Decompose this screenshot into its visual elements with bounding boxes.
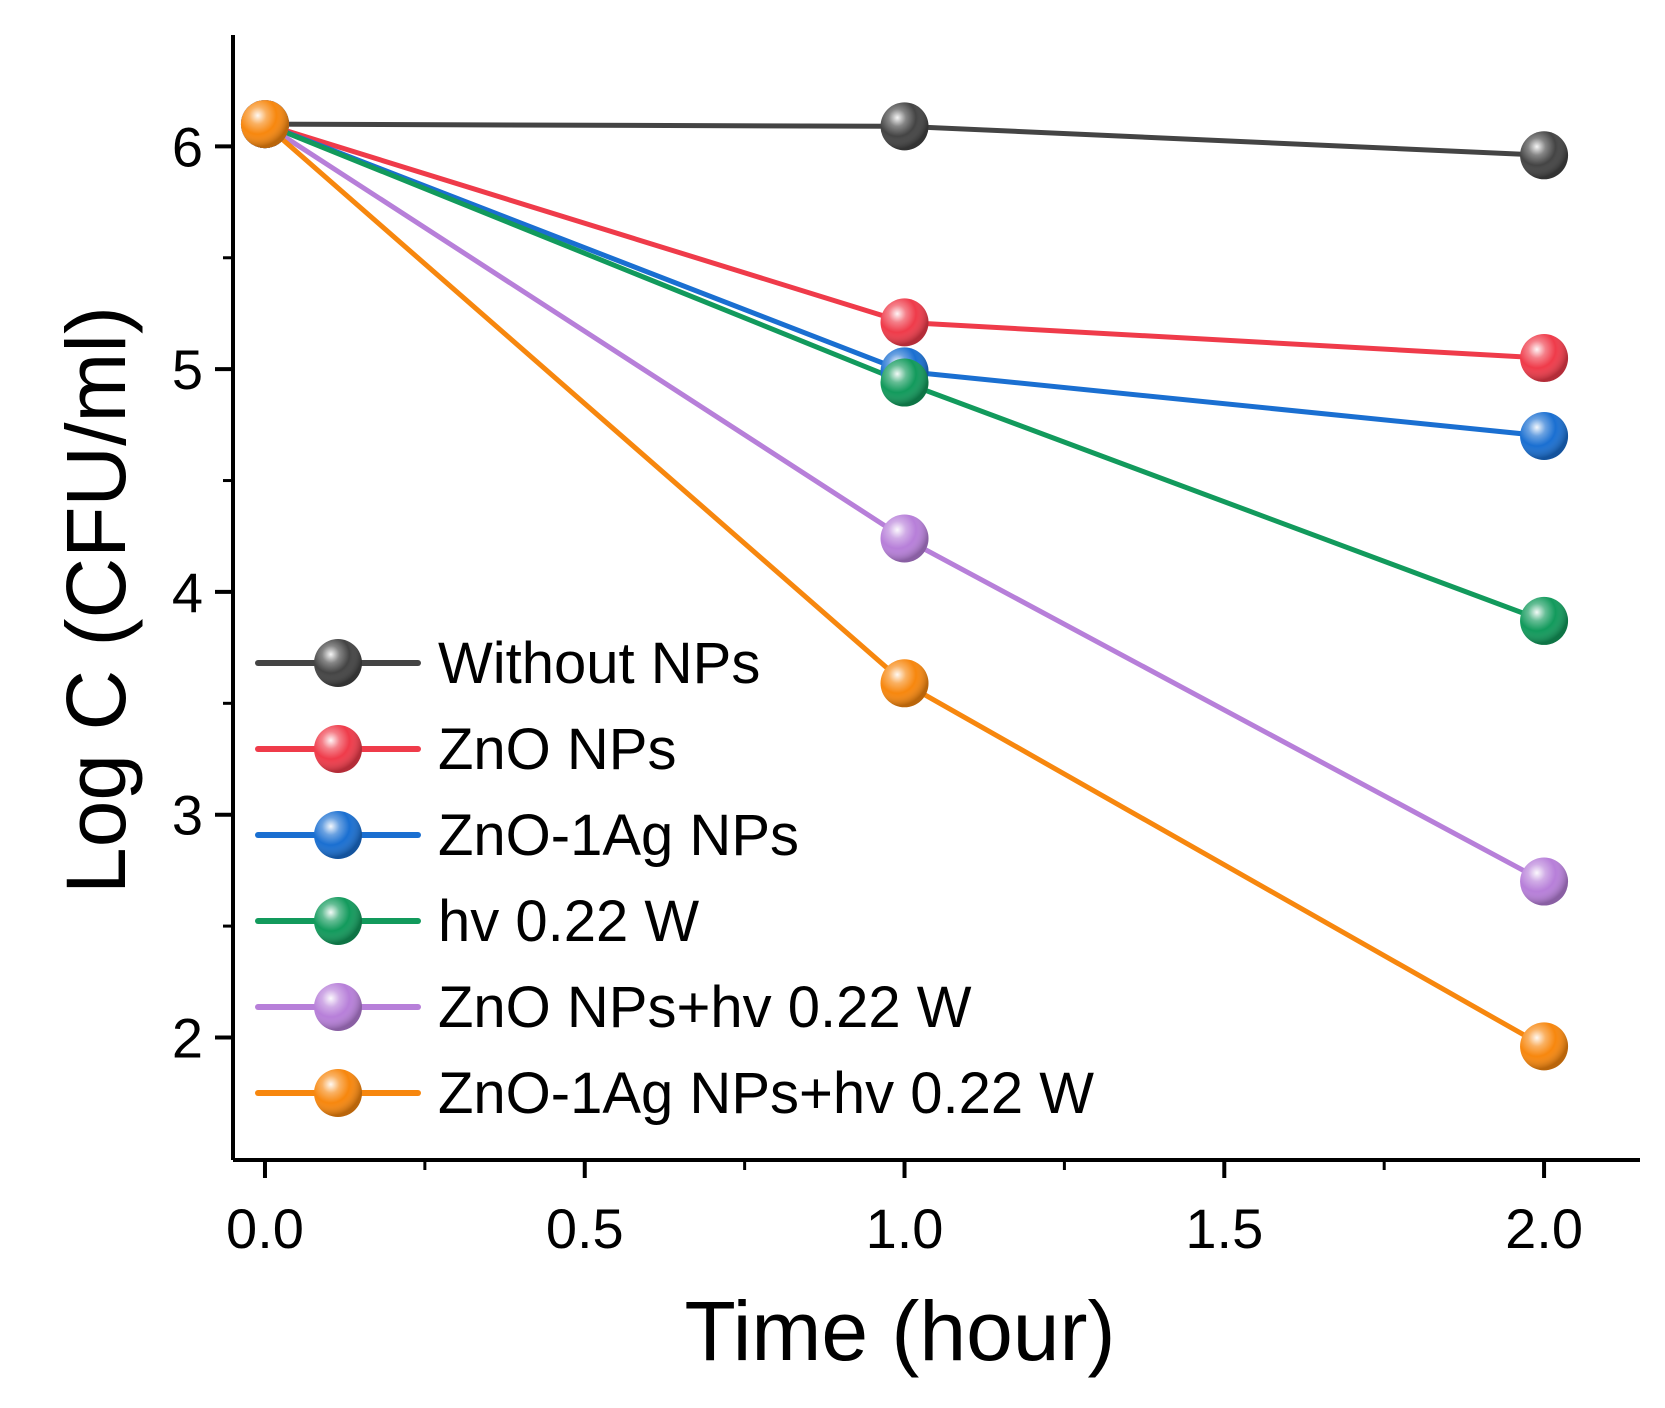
y-tick-label: 4 [172,561,203,624]
legend-item: ZnO NPs [255,717,677,782]
legend-marker-shine [314,725,362,773]
data-point [240,100,289,149]
legend-marker-shine [314,1069,362,1117]
legend-label: ZnO NPs [438,717,677,782]
data-point-shine [1520,334,1569,383]
legend-marker-shine [314,983,362,1031]
data-point [880,102,929,151]
data-point-shine [1520,1022,1569,1071]
data-point [1520,857,1569,906]
legend-item: ZnO-1Ag NPs+hv 0.22 W [255,1061,1094,1126]
data-point-shine [880,514,929,563]
y-tick-label: 3 [172,784,203,847]
data-point-shine [1520,411,1569,460]
data-point [880,659,929,708]
data-point [880,298,929,347]
x-tick-label: 2.0 [1505,1197,1583,1260]
x-tick-label: 1.0 [866,1197,944,1260]
y-tick-label: 5 [172,338,203,401]
data-point-shine [240,100,289,149]
legend-label: ZnO-1Ag NPs+hv 0.22 W [438,1061,1094,1126]
data-point [1520,334,1569,383]
legend-marker-shine [314,639,362,687]
legend-item: ZnO-1Ag NPs [255,803,799,868]
plot-area [240,100,1569,1071]
legend-label: ZnO NPs+hv 0.22 W [438,975,972,1040]
legend-marker-shine [314,897,362,945]
x-tick-label: 1.5 [1185,1197,1263,1260]
y-axis-title: Log C (CFU/ml) [49,306,143,894]
y-tick-label: 6 [172,115,203,178]
data-point [880,358,929,407]
data-point [1520,411,1569,460]
legend-item: Without NPs [255,631,760,696]
data-point-shine [1520,596,1569,645]
data-point-shine [880,659,929,708]
x-tick-label: 0.0 [226,1197,304,1260]
legend-item: hv 0.22 W [255,889,699,954]
legend-label: hv 0.22 W [438,889,699,954]
legend-label: ZnO-1Ag NPs [438,803,799,868]
axes: 0.0 0.5 1.0 1.5 2.0 2 3 4 5 6 [172,35,1640,1260]
x-axis-title: Time (hour) [685,1284,1116,1378]
data-point [880,514,929,563]
y-tick-label: 2 [172,1006,203,1069]
data-point-shine [1520,857,1569,906]
data-point-shine [1520,131,1569,180]
x-tick-label: 0.5 [546,1197,624,1260]
data-point [1520,596,1569,645]
data-point-shine [880,102,929,151]
legend-marker [314,811,362,859]
data-point-shine [880,358,929,407]
data-point [1520,1022,1569,1071]
legend-item: ZnO NPs+hv 0.22 W [255,975,972,1040]
data-point-shine [880,298,929,347]
legend-marker [314,983,362,1031]
legend: Without NPs ZnO NPs ZnO-1Ag NPs hv 0.22 W Zn… [255,631,1094,1126]
data-point [1520,131,1569,180]
legend-marker [314,725,362,773]
legend-marker-shine [314,811,362,859]
legend-marker [314,1069,362,1117]
legend-label: Without NPs [438,631,760,696]
legend-marker [314,639,362,687]
legend-marker [314,897,362,945]
